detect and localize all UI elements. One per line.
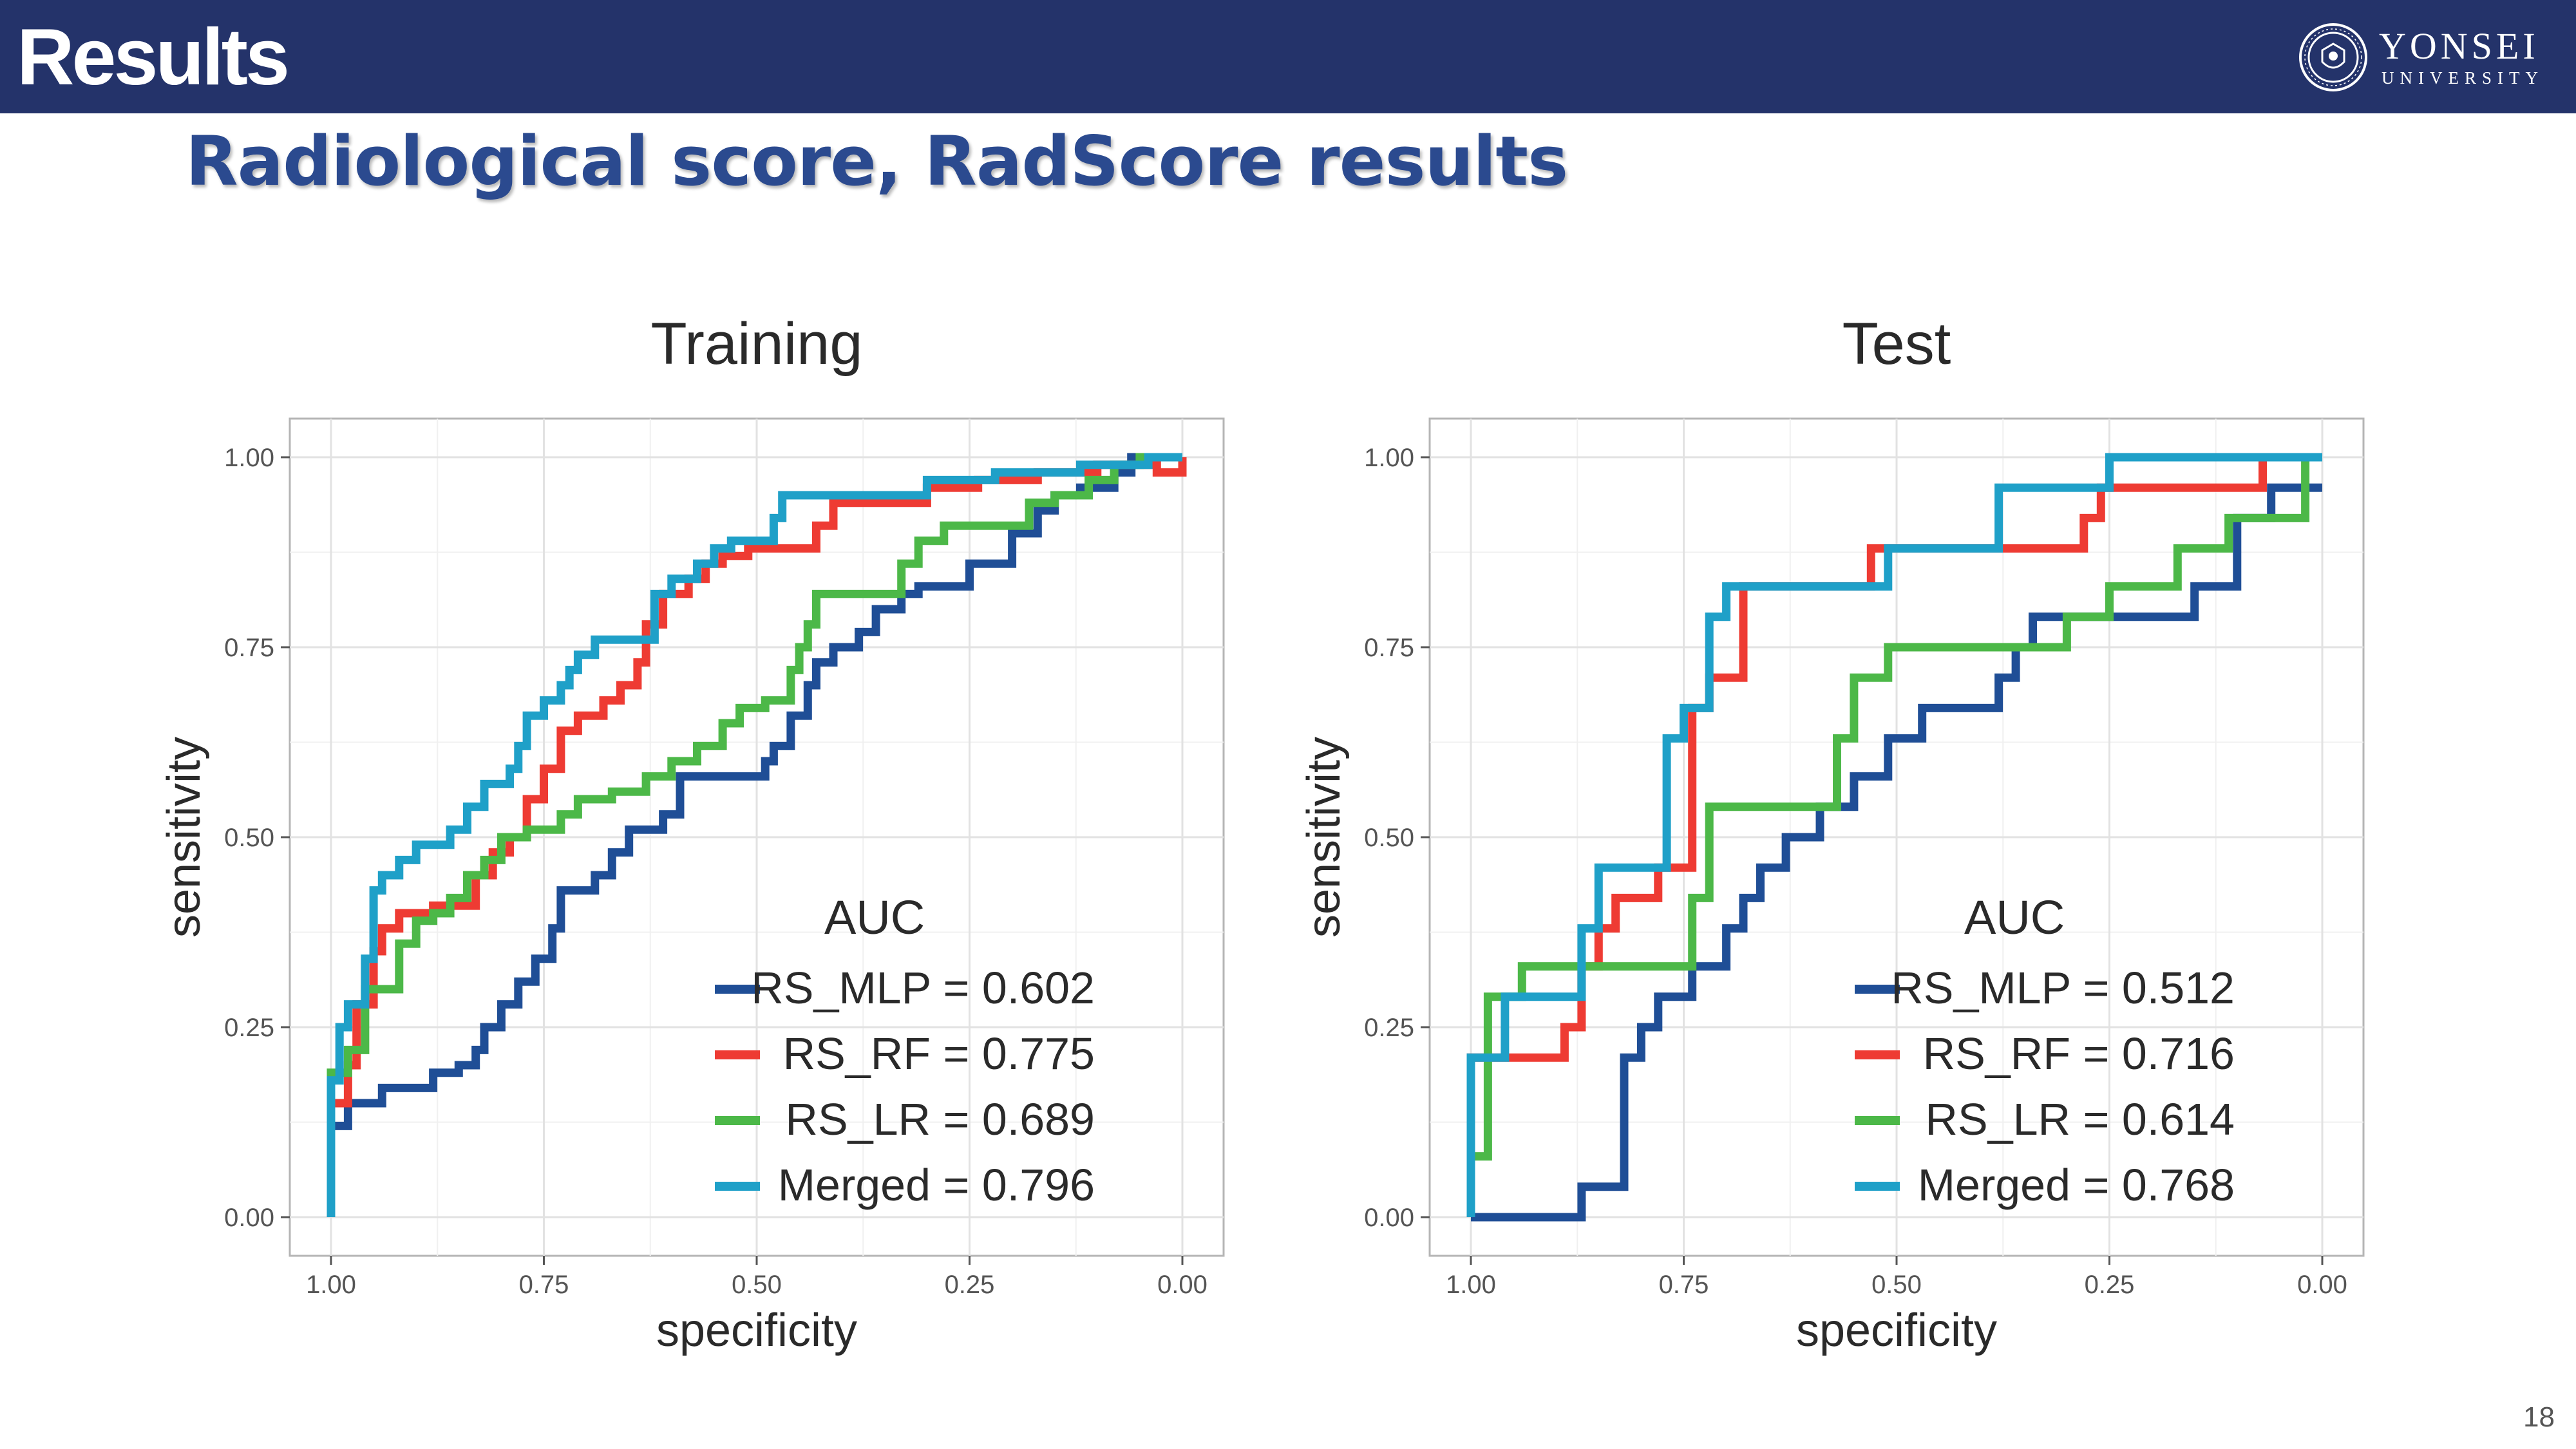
university-logo: YONSEI UNIVERSITY — [2298, 17, 2555, 97]
legend-entry: RS_LR = 0.689 — [785, 1094, 1095, 1144]
legend-entry: RS_MLP = 0.512 — [1891, 963, 2235, 1013]
y-tick-label: 0.00 — [224, 1204, 274, 1232]
x-axis-label: specificity — [656, 1305, 857, 1356]
x-axis-label: specificity — [1796, 1305, 1997, 1356]
x-tick-label: 0.25 — [945, 1271, 995, 1299]
y-tick-label: 0.75 — [1364, 634, 1414, 662]
y-tick-label: 1.00 — [1364, 444, 1414, 472]
y-tick-label: 0.25 — [1364, 1014, 1414, 1042]
header-bar — [0, 0, 2576, 113]
x-tick-label: 1.00 — [306, 1271, 356, 1299]
y-tick-label: 0.00 — [1364, 1204, 1414, 1232]
y-tick-label: 0.50 — [224, 824, 274, 852]
x-tick-label: 0.00 — [1157, 1271, 1208, 1299]
x-tick-label: 0.00 — [2297, 1271, 2347, 1299]
legend-entry: RS_LR = 0.614 — [1925, 1094, 2235, 1144]
y-tick-label: 0.25 — [224, 1014, 274, 1042]
x-tick-label: 1.00 — [1446, 1271, 1496, 1299]
chart-test: 1.00 0.75 0.50 0.25 0.00 0.00 0.25 0.50 0.75 1.00… — [1301, 311, 2365, 1356]
legend-entry: RS_MLP = 0.602 — [751, 963, 1095, 1013]
logo-subtitle: UNIVERSITY — [2382, 68, 2544, 88]
legend-title: AUC — [1964, 891, 2065, 944]
chart-title: Test — [1842, 311, 1951, 377]
y-tick-label: 1.00 — [224, 444, 274, 472]
legend-entry: Merged = 0.768 — [1918, 1160, 2235, 1210]
legend-entry: Merged = 0.796 — [778, 1160, 1095, 1210]
page-number: 18 — [2523, 1401, 2555, 1433]
legend-title: AUC — [824, 891, 925, 944]
y-axis-label: sensitivity — [161, 737, 210, 938]
roc-line-rs-mlp-0-602 — [327, 453, 1182, 1217]
x-tick-label: 0.25 — [2085, 1271, 2135, 1299]
slide-subtitle: Radiological score, RadScore results — [185, 122, 1568, 201]
logo-name: YONSEI — [2379, 25, 2539, 67]
y-axis-label: sensitivity — [1301, 737, 1350, 938]
legend-entry: RS_RF = 0.716 — [1923, 1028, 2235, 1079]
roc-line-merged-0-768 — [1466, 453, 2322, 1217]
y-tick-label: 0.75 — [224, 634, 274, 662]
x-tick-label: 0.75 — [1659, 1271, 1709, 1299]
roc-line-merged-0-796 — [327, 453, 1182, 1217]
y-tick-label: 0.50 — [1364, 824, 1414, 852]
section-title: Results — [17, 13, 290, 102]
chart-title: Training — [651, 311, 863, 377]
chart-training: 1.00 0.75 0.50 0.25 0.00 0.00 0.25 0.50 0.75 1.00… — [161, 311, 1225, 1356]
x-tick-label: 0.50 — [1871, 1271, 1922, 1299]
legend-entry: RS_RF = 0.775 — [783, 1028, 1095, 1079]
x-tick-label: 0.75 — [519, 1271, 569, 1299]
roc-line-rs-lr-0-614 — [1471, 453, 2322, 1161]
x-tick-label: 0.50 — [732, 1271, 782, 1299]
roc-line-rs-lr-0-689 — [327, 453, 1182, 1103]
yonsei-seal-icon — [2299, 23, 2367, 91]
